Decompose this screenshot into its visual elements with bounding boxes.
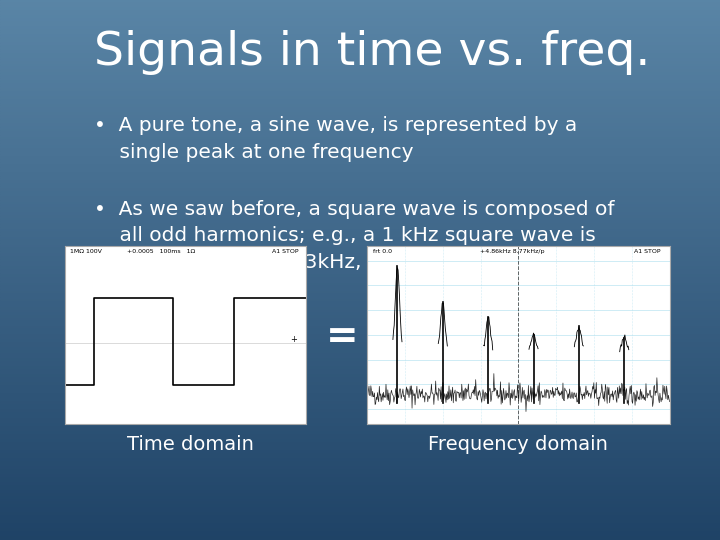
Text: Signals in time vs. freq.: Signals in time vs. freq.	[94, 30, 650, 75]
Text: Frequency domain: Frequency domain	[428, 435, 608, 454]
Text: A1 STOP: A1 STOP	[272, 249, 299, 254]
Text: 1MΩ 100V: 1MΩ 100V	[70, 249, 102, 254]
Text: •  A pure tone, a sine wave, is represented by a
    single peak at one frequenc: • A pure tone, a sine wave, is represent…	[94, 116, 577, 161]
Text: +4.86kHz 8.77kHz/p: +4.86kHz 8.77kHz/p	[480, 249, 544, 254]
Text: frt 0.0: frt 0.0	[373, 249, 392, 254]
Text: A1 STOP: A1 STOP	[634, 249, 660, 254]
Text: =: =	[325, 319, 359, 356]
Text: +: +	[290, 335, 297, 344]
Text: •  As we saw before, a square wave is composed of
    all odd harmonics; e.g., a: • As we saw before, a square wave is com…	[94, 200, 614, 272]
Text: +0.0005   100ms   1Ω: +0.0005 100ms 1Ω	[127, 249, 195, 254]
Text: Time domain: Time domain	[127, 435, 254, 454]
